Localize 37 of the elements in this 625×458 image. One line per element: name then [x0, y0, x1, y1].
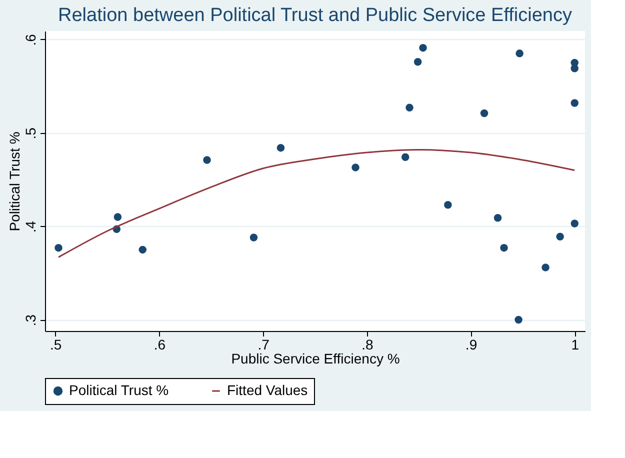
x-tick-label: .9	[465, 336, 478, 352]
y-tick-label: .5	[22, 127, 38, 140]
point	[542, 264, 550, 272]
legend-label: Political Trust %	[69, 382, 169, 398]
x-axis-title: Public Service Efficiency %	[231, 350, 400, 366]
point	[352, 164, 360, 172]
point	[54, 244, 62, 252]
point	[203, 156, 211, 164]
point	[516, 50, 524, 58]
point	[419, 44, 427, 52]
chart-title: Relation between Political Trust and Public Service Efficiency	[58, 5, 572, 26]
legend-label: Fitted Values	[227, 382, 308, 398]
x-tick-label: .5	[50, 336, 62, 352]
point	[276, 144, 285, 152]
x-tick-label: .7	[258, 336, 270, 352]
line-series	[58, 148, 576, 258]
y-tick-label: .6	[22, 34, 38, 46]
point	[480, 109, 488, 118]
point	[114, 213, 122, 221]
point	[414, 58, 422, 66]
point	[500, 244, 508, 252]
point	[514, 316, 522, 324]
point	[406, 104, 414, 112]
x-tick-label: 1	[571, 336, 580, 352]
point	[570, 99, 578, 107]
point	[570, 220, 578, 228]
x-tick-label: .8	[362, 336, 374, 352]
point	[556, 232, 564, 240]
point	[250, 234, 258, 242]
y-tick-label: .3	[22, 314, 38, 326]
point	[444, 200, 452, 209]
y-axis-title: Political Trust %	[6, 132, 22, 232]
x-tick-label: .6	[154, 336, 166, 352]
point	[494, 214, 502, 222]
point	[401, 153, 410, 162]
point	[138, 246, 146, 254]
y-tick-label: .4	[22, 220, 38, 233]
